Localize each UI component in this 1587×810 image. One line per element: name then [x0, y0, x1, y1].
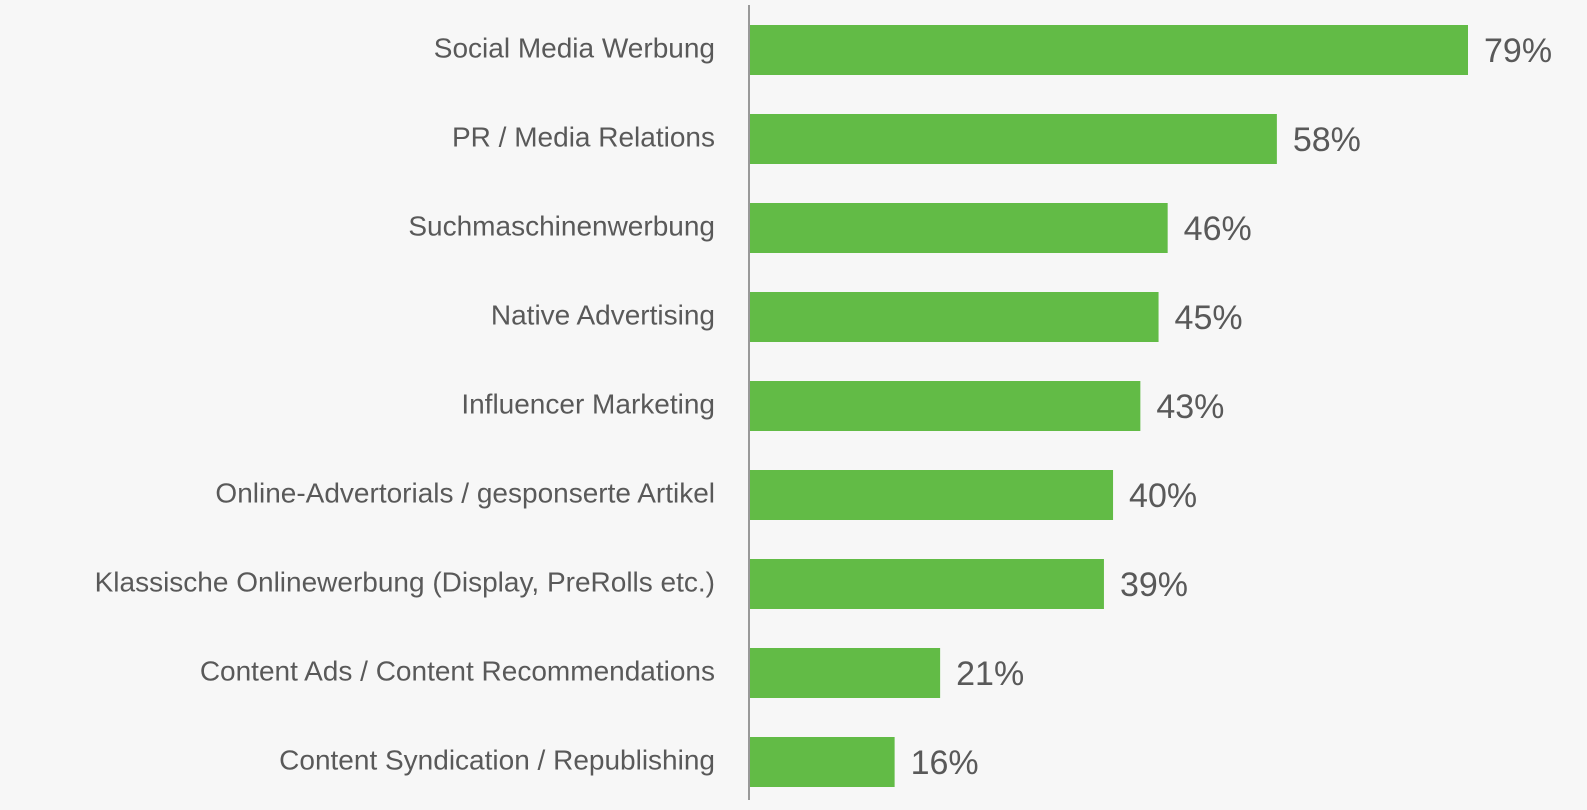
- value-label: 43%: [1156, 388, 1224, 426]
- bar: [749, 559, 1104, 609]
- category-label: Suchmaschinenwerbung: [408, 210, 715, 241]
- value-label: 40%: [1129, 477, 1197, 515]
- value-label: 46%: [1184, 210, 1252, 248]
- bar: [749, 381, 1141, 431]
- category-label: Content Syndication / Republishing: [279, 744, 715, 775]
- bar: [749, 292, 1159, 342]
- bar: [749, 203, 1168, 253]
- bar: [749, 470, 1114, 520]
- value-label: 21%: [956, 655, 1024, 693]
- category-label: PR / Media Relations: [452, 121, 715, 152]
- category-label: Online-Advertorials / gesponserte Artike…: [215, 477, 715, 508]
- value-label: 58%: [1293, 121, 1361, 159]
- bar: [749, 648, 941, 698]
- category-label: Influencer Marketing: [461, 388, 715, 419]
- category-label: Klassische Onlinewerbung (Display, PreRo…: [95, 566, 715, 597]
- value-label: 16%: [911, 744, 979, 782]
- bar: [749, 25, 1468, 75]
- bar: [749, 114, 1277, 164]
- value-label: 79%: [1484, 32, 1552, 70]
- value-label: 39%: [1120, 566, 1188, 604]
- category-label: Social Media Werbung: [434, 32, 715, 63]
- bar: [749, 737, 895, 787]
- category-label: Content Ads / Content Recommendations: [200, 655, 715, 686]
- category-label: Native Advertising: [491, 299, 715, 330]
- value-label: 45%: [1175, 299, 1243, 337]
